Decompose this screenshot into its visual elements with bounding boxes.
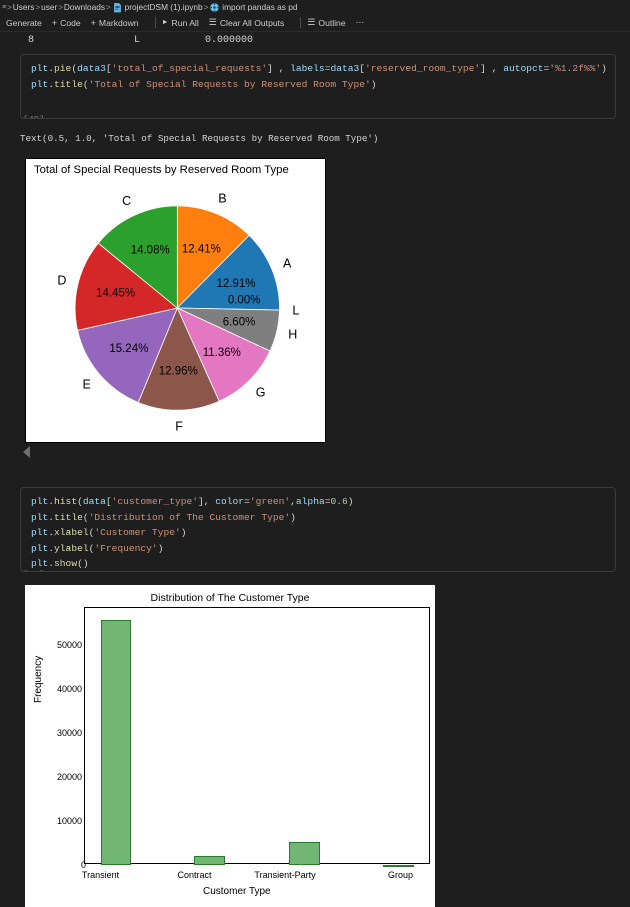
- svg-text:C: C: [122, 194, 131, 208]
- svg-text:A: A: [283, 256, 292, 270]
- svg-text:6.60%: 6.60%: [223, 316, 256, 328]
- svg-text:12.91%: 12.91%: [217, 278, 256, 290]
- svg-text:0.00%: 0.00%: [228, 294, 261, 306]
- svg-text:B: B: [218, 191, 226, 205]
- svg-text:14.08%: 14.08%: [131, 245, 170, 257]
- svg-text:14.45%: 14.45%: [96, 287, 135, 299]
- svg-text:E: E: [82, 377, 90, 391]
- svg-text:12.96%: 12.96%: [159, 365, 198, 377]
- svg-text:F: F: [175, 420, 183, 434]
- svg-text:L: L: [292, 303, 299, 317]
- svg-text:12.41%: 12.41%: [182, 243, 221, 255]
- svg-text:11.36%: 11.36%: [203, 347, 241, 359]
- svg-text:D: D: [57, 274, 66, 288]
- svg-text:G: G: [256, 385, 266, 399]
- svg-text:H: H: [288, 328, 297, 342]
- svg-text:15.24%: 15.24%: [109, 343, 148, 355]
